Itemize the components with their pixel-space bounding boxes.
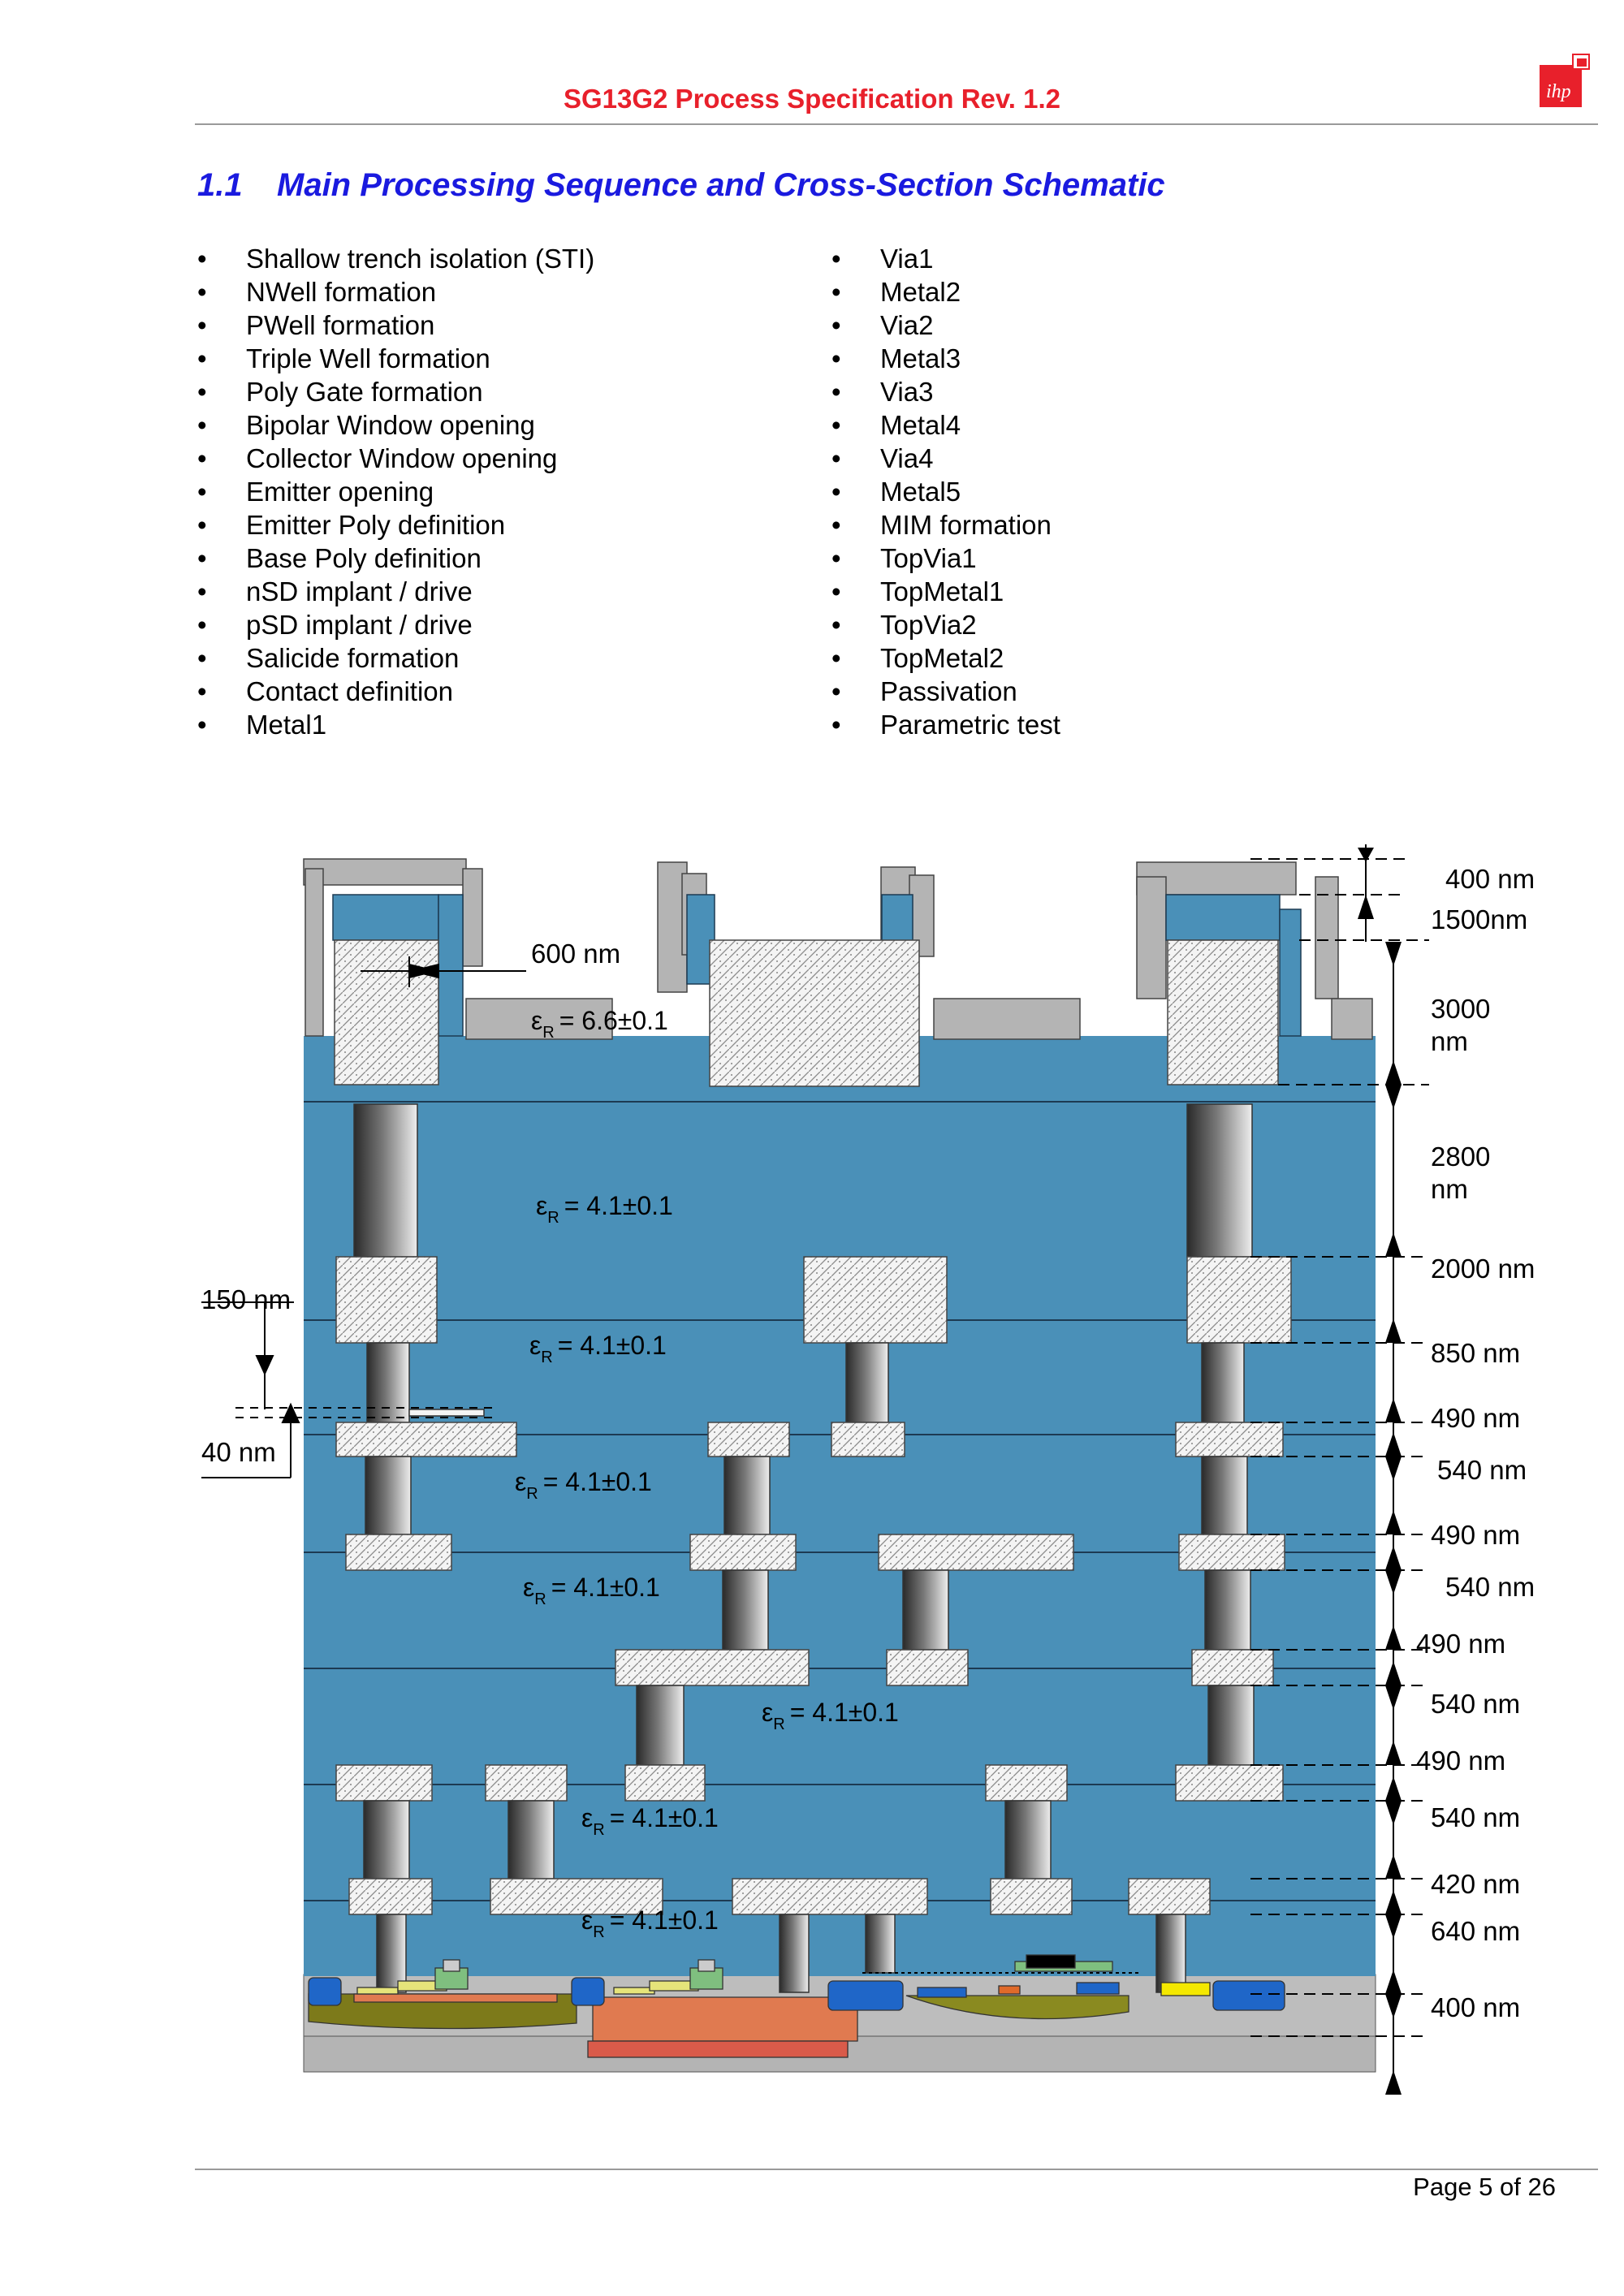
dim-device: 400 nm bbox=[1431, 1992, 1520, 2022]
footer-rule bbox=[195, 2169, 1598, 2170]
process-step: Parametric test bbox=[831, 708, 1060, 741]
via4 bbox=[365, 1456, 1248, 1535]
topmetal1 bbox=[335, 1256, 1292, 1344]
eps-topvia2: εR = 4.1±0.1 bbox=[536, 1191, 673, 1227]
metal3 bbox=[615, 1649, 1274, 1686]
process-step: pSD implant / drive bbox=[197, 608, 594, 641]
process-step: Contact definition bbox=[197, 675, 594, 708]
dimension-arrows bbox=[1358, 848, 1402, 2095]
eps-via2: εR = 4.1±0.1 bbox=[762, 1698, 899, 1733]
process-step: Emitter Poly definition bbox=[197, 508, 594, 542]
process-step: nSD implant / drive bbox=[197, 575, 594, 608]
section-heading: Main Processing Sequence and Cross-Secti… bbox=[277, 167, 1165, 203]
process-step: TopMetal1 bbox=[831, 575, 1060, 608]
metal1 bbox=[348, 1878, 1211, 1915]
process-step: Via2 bbox=[831, 309, 1060, 342]
logo-text: ihp bbox=[1546, 81, 1571, 102]
dim-via3: 540 nm bbox=[1445, 1572, 1535, 1602]
eps-via4: εR = 4.1±0.1 bbox=[515, 1467, 652, 1503]
process-step: Shallow trench isolation (STI) bbox=[197, 242, 594, 275]
process-steps-left: Shallow trench isolation (STI)NWell form… bbox=[197, 242, 594, 741]
devices bbox=[308, 1954, 1285, 2058]
dim-metal3: 490 nm bbox=[1416, 1629, 1505, 1659]
via2 bbox=[636, 1685, 1255, 1766]
header-title: SG13G2 Process Specification Rev. 1.2 bbox=[563, 84, 1060, 114]
process-step: Metal4 bbox=[831, 408, 1060, 442]
eps-via3: εR = 4.1±0.1 bbox=[523, 1573, 660, 1608]
process-step: PWell formation bbox=[197, 309, 594, 342]
dim-mim-top: 150 nm bbox=[201, 1284, 291, 1314]
mim-capacitor bbox=[408, 1409, 485, 1417]
process-step: Metal2 bbox=[831, 275, 1060, 309]
dim-metal5: 490 nm bbox=[1431, 1403, 1520, 1433]
dim-topmetal2-overlap: 600 nm bbox=[531, 939, 620, 969]
permittivity-labels: εR = 6.6±0.1 εR = 4.1±0.1 εR = 4.1±0.1 εR = … bbox=[515, 1006, 899, 1941]
topmetal2 bbox=[334, 939, 1279, 1087]
via1 bbox=[363, 1800, 1052, 1880]
dim-via2: 540 nm bbox=[1431, 1689, 1520, 1719]
header-rule bbox=[195, 123, 1598, 125]
process-step: TopVia1 bbox=[831, 542, 1060, 575]
mim-dimension bbox=[201, 1301, 495, 1478]
process-step: Via3 bbox=[831, 375, 1060, 408]
metal5 bbox=[335, 1422, 1284, 1457]
cross-section-diagram: 400 nm 1500nm 3000 nm 2800 nm 2000 nm 85… bbox=[201, 844, 1535, 2095]
process-step: Metal3 bbox=[831, 342, 1060, 375]
dimension-labels: 400 nm 1500nm 3000 nm 2800 nm 2000 nm 85… bbox=[201, 864, 1535, 2022]
eps-topvia1: εR = 4.1±0.1 bbox=[529, 1331, 667, 1366]
metal4 bbox=[345, 1534, 1285, 1571]
dim-topvia2-line1: 2800 bbox=[1431, 1142, 1490, 1172]
process-step: Base Poly definition bbox=[197, 542, 594, 575]
dim-contact: 640 nm bbox=[1431, 1916, 1520, 1946]
process-step: Metal5 bbox=[831, 475, 1060, 508]
process-steps-right: Via1Metal2Via2Metal3Via3Metal4Via4Metal5… bbox=[831, 242, 1060, 741]
process-step: Triple Well formation bbox=[197, 342, 594, 375]
dim-metal4: 490 nm bbox=[1431, 1520, 1520, 1550]
page-number: Page 5 of 26 bbox=[1413, 2173, 1556, 2201]
process-step: TopVia2 bbox=[831, 608, 1060, 641]
process-step: Via1 bbox=[831, 242, 1060, 275]
topvia1 bbox=[366, 1342, 1245, 1423]
dim-metal2: 490 nm bbox=[1416, 1746, 1505, 1776]
dim-passivation: 1500nm bbox=[1431, 904, 1527, 934]
section-number: 1.1 bbox=[197, 167, 243, 203]
process-step: Metal1 bbox=[197, 708, 594, 741]
dim-topmetal2-line1: 3000 bbox=[1431, 994, 1490, 1024]
dim-topmetal2-line2: nm bbox=[1431, 1026, 1468, 1056]
process-step: Salicide formation bbox=[197, 641, 594, 675]
dim-passivation-top: 400 nm bbox=[1445, 864, 1535, 894]
via3 bbox=[722, 1569, 1251, 1651]
eps-contact: εR = 4.1±0.1 bbox=[581, 1905, 719, 1941]
dim-metal1: 420 nm bbox=[1431, 1869, 1520, 1899]
dim-topvia2-line2: nm bbox=[1431, 1174, 1468, 1204]
contacts bbox=[376, 1914, 1186, 1993]
eps-via1: εR = 4.1±0.1 bbox=[581, 1803, 719, 1839]
process-step: Emitter opening bbox=[197, 475, 594, 508]
ihp-logo: ihp bbox=[1540, 54, 1590, 107]
process-step: MIM formation bbox=[831, 508, 1060, 542]
dim-mim-dielectric: 40 nm bbox=[201, 1437, 276, 1467]
process-step: NWell formation bbox=[197, 275, 594, 309]
dim-via4: 540 nm bbox=[1437, 1455, 1527, 1485]
process-step: Passivation bbox=[831, 675, 1060, 708]
process-step: Via4 bbox=[831, 442, 1060, 475]
process-step: Poly Gate formation bbox=[197, 375, 594, 408]
dim-topvia1: 850 nm bbox=[1431, 1338, 1520, 1368]
process-step: Bipolar Window opening bbox=[197, 408, 594, 442]
process-step: TopMetal2 bbox=[831, 641, 1060, 675]
process-step: Collector Window opening bbox=[197, 442, 594, 475]
section-title: 1.1 Main Processing Sequence and Cross-Se… bbox=[197, 167, 1165, 204]
eps-passivation: εR = 6.6±0.1 bbox=[531, 1006, 668, 1042]
dim-topmetal1: 2000 nm bbox=[1431, 1254, 1535, 1284]
overlap-dimension bbox=[361, 956, 526, 987]
dim-via1: 540 nm bbox=[1431, 1802, 1520, 1832]
